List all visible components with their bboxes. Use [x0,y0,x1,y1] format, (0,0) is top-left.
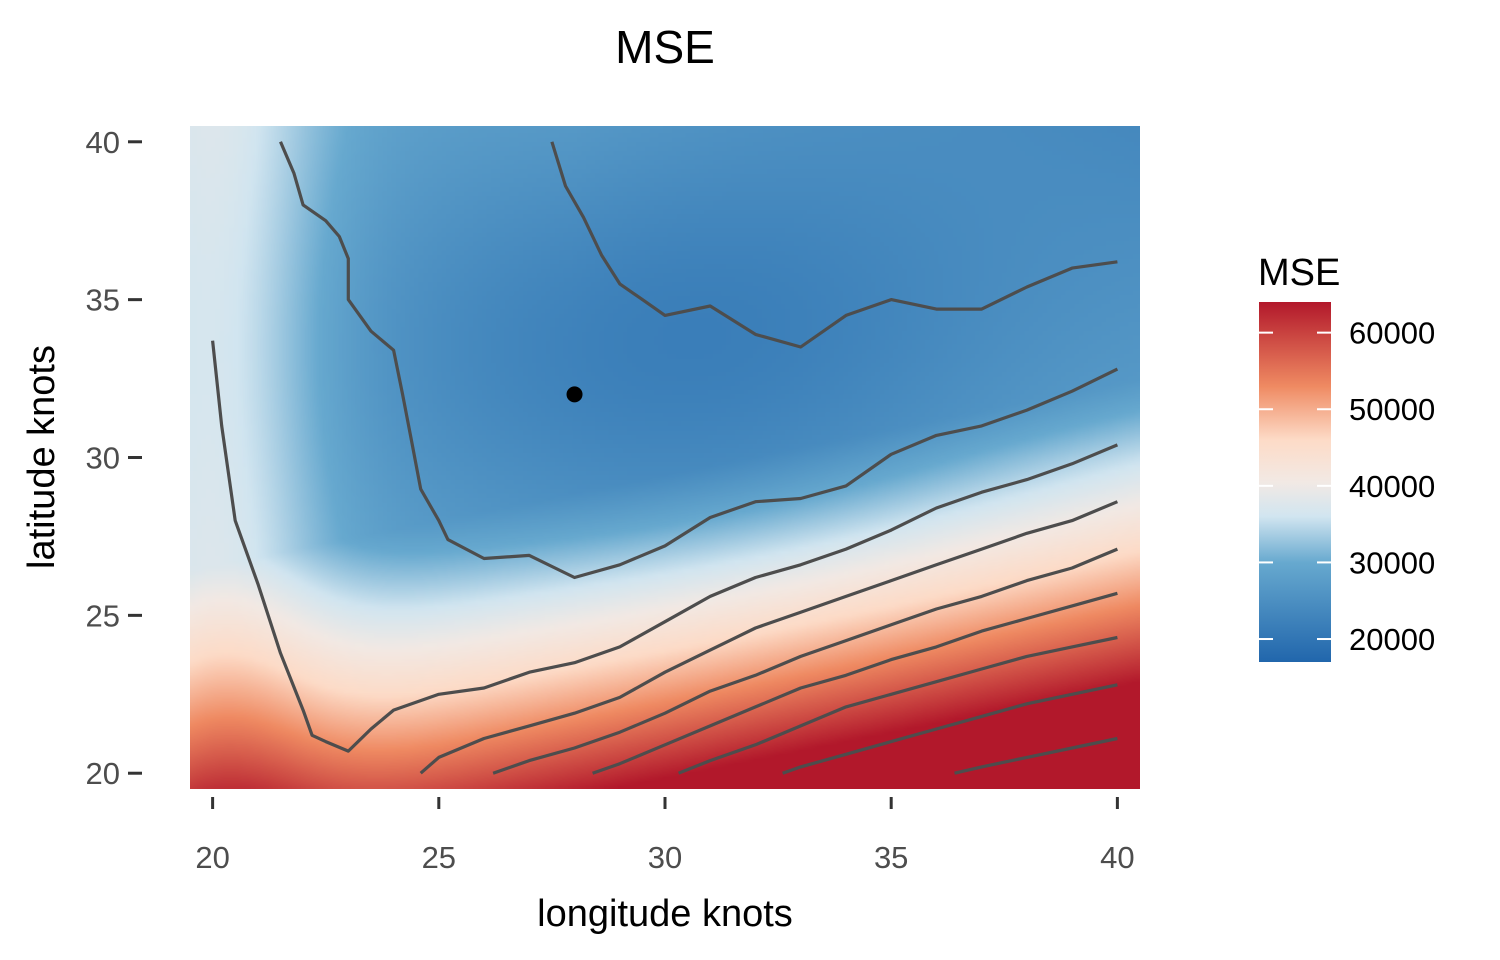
legend-label-60000: 60000 [1349,316,1435,351]
x-tick-label-30: 30 [648,840,682,875]
y-tick-label-25: 25 [86,598,120,633]
contour-line-4 [419,500,1119,775]
legend-colorbar [1259,302,1331,662]
x-axis: 20 25 30 35 40 [195,797,1135,875]
contour-line-5 [492,547,1119,775]
contour-line-8 [782,683,1118,775]
legend-label-30000: 30000 [1349,545,1435,580]
contour-line-7 [678,635,1118,775]
x-tick-label-20: 20 [195,840,229,875]
colorbar-legend: MSE 20000 30000 40000 50000 60000 [1258,252,1435,662]
minimum-points [566,386,583,403]
contour-line-6 [592,591,1118,775]
contour-line-3 [211,340,1119,753]
contour-line-9 [954,736,1118,775]
legend-label-40000: 40000 [1349,469,1435,504]
legend-label-50000: 50000 [1349,392,1435,427]
minimum-point-marker [566,386,583,403]
legend-title: MSE [1258,252,1340,294]
x-tick-label-35: 35 [874,840,908,875]
contour-line-2 [279,141,1119,580]
y-axis-title: latitude knots [21,345,63,569]
x-axis-title: longitude knots [537,893,793,935]
y-axis: 20 25 30 35 40 [86,125,142,791]
plot-panel [190,126,1140,789]
heatmap-surface [190,126,1140,789]
legend-label-20000: 20000 [1349,622,1435,657]
contour-line-1 [550,141,1118,349]
chart-title: MSE [615,21,715,73]
x-tick-label-40: 40 [1100,840,1134,875]
contour-lines [211,141,1119,775]
y-tick-label-40: 40 [86,125,120,160]
y-tick-label-20: 20 [86,756,120,791]
x-tick-label-25: 25 [422,840,456,875]
y-tick-label-35: 35 [86,283,120,318]
y-tick-label-30: 30 [86,441,120,476]
legend-ticks: 20000 30000 40000 50000 60000 [1259,316,1435,657]
